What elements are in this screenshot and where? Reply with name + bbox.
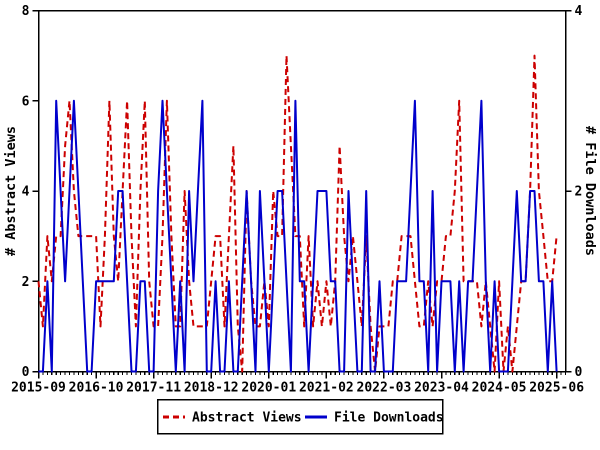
left-axis-tick-label: 4 (22, 185, 30, 200)
x-axis-tick-label: 2016-10 (69, 381, 124, 396)
left-axis-tick-label: 2 (22, 275, 30, 290)
x-axis-tick-label: 2024-05 (472, 381, 527, 396)
x-axis-tick-label: 2022-03 (357, 381, 412, 396)
x-axis-tick-label: 2025-06 (529, 381, 584, 396)
legend: Abstract Views File Downloads (156, 398, 444, 435)
x-axis-tick-label: 2018-12 (184, 381, 239, 396)
right-axis-tick-label: 2 (575, 185, 583, 200)
legend-box (156, 398, 444, 435)
x-axis-tick-label: 2017-11 (126, 381, 181, 396)
right-axis-tick-label: 0 (575, 365, 583, 380)
left-axis-tick-label: 0 (22, 365, 30, 380)
legend-label-file-downloads: File Downloads (334, 411, 444, 426)
x-axis-tick-label: 2023-04 (414, 381, 469, 396)
x-axis-tick-label: 2015-09 (11, 381, 66, 396)
left-axis-tick-label: 6 (22, 94, 30, 109)
left-axis-title: # Abstract Views (3, 126, 19, 256)
legend-label-abstract-views: Abstract Views (192, 411, 302, 426)
right-axis-title: # File Downloads (582, 126, 598, 256)
left-axis-tick-label: 8 (22, 4, 30, 19)
right-axis-tick-label: 4 (575, 4, 583, 19)
x-axis-tick-label: 2020-01 (241, 381, 296, 396)
file-downloads-line (38, 99, 558, 373)
x-axis-tick-label: 2021-02 (299, 381, 354, 396)
